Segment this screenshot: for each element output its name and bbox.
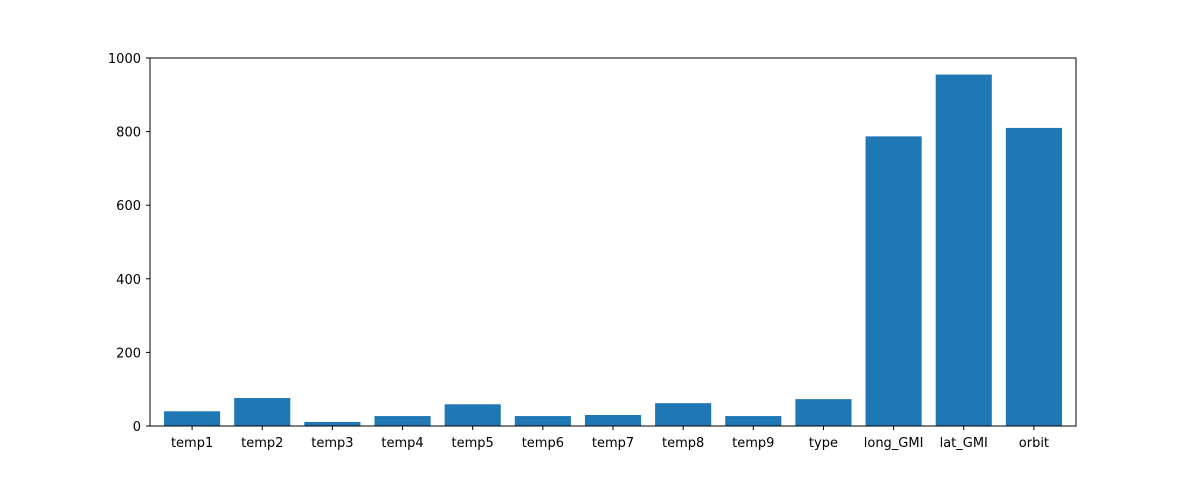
bar-temp4 — [374, 416, 431, 426]
bar-temp6 — [514, 416, 571, 426]
plot-frame — [149, 57, 1077, 427]
bar-long_GMI — [865, 136, 922, 426]
y-tick-label: 800 — [116, 126, 141, 141]
x-tick-label: temp3 — [311, 436, 353, 451]
bar-temp5 — [444, 404, 501, 426]
x-tick-label: lat_GMI — [940, 436, 988, 451]
x-tick-label: temp4 — [381, 436, 423, 451]
y-tick-label: 0 — [133, 420, 141, 435]
bar-temp7 — [584, 414, 642, 426]
x-tick-label: temp5 — [452, 436, 494, 451]
x-tick-label: long_GMI — [864, 436, 924, 451]
bar-type — [795, 399, 852, 426]
x-tick-label: temp1 — [171, 436, 213, 451]
x-tick-label: temp7 — [592, 436, 634, 451]
x-tick-label: temp9 — [732, 436, 774, 451]
bar-temp8 — [655, 403, 712, 426]
bar-lat_GMI — [935, 74, 992, 426]
y-axis-ticks: 0 200 400 600 800 1000 — [108, 52, 150, 435]
x-axis-ticks: temp1 temp2 temp3 temp4 temp5 temp6 temp7 temp8… — [171, 426, 1049, 451]
y-tick-label: 200 — [116, 346, 141, 361]
bar-temp9 — [725, 416, 782, 426]
bar-temp3 — [304, 421, 361, 426]
bar-temp1 — [164, 411, 221, 426]
bars-group — [164, 74, 1062, 427]
x-tick-label: orbit — [1019, 436, 1049, 451]
x-tick-label: temp8 — [662, 436, 704, 451]
bar-orbit — [1005, 127, 1062, 427]
x-tick-label: type — [809, 436, 838, 451]
bar-temp2 — [234, 398, 291, 426]
y-tick-label: 1000 — [108, 52, 141, 67]
x-tick-label: temp6 — [522, 436, 564, 451]
x-tick-label: temp2 — [241, 436, 283, 451]
y-tick-label: 400 — [116, 273, 141, 288]
y-tick-label: 600 — [116, 199, 141, 214]
